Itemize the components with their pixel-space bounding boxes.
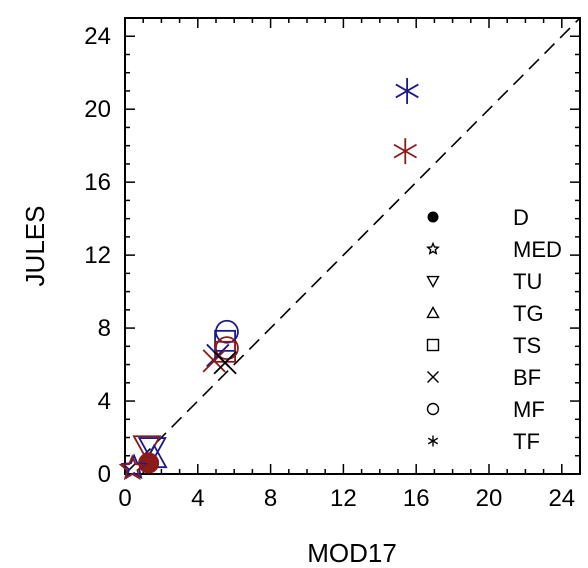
legend-label-mf: MF [513,397,545,422]
x-tick-label: 0 [118,485,131,512]
legend-marker-bf [427,371,439,383]
y-tick-label: 20 [84,96,111,123]
axis-ticks [124,17,581,475]
tick-labels: 0 4 8 12 16 20 24 0 4 8 12 16 20 24 [84,23,575,512]
x-axis-title: MOD17 [307,538,397,568]
y-tick-label: 16 [84,169,111,196]
data-point-x-red [202,349,226,373]
x-tick-label: 8 [264,485,277,512]
legend-label-ts: TS [513,333,541,358]
legend: D MED TU TG TS BF MF TF [426,205,562,454]
legend-marker-ts [426,338,440,352]
legend-label-bf: BF [513,365,541,390]
legend-marker-tg [426,306,440,319]
legend-marker-tu [426,275,440,288]
data-points [118,77,419,481]
legend-label-med: MED [513,237,562,262]
x-tick-label: 16 [403,485,430,512]
legend-marker-d [427,211,439,223]
x-tick-label: 24 [548,485,575,512]
data-point-asterisk-blue [395,77,419,104]
x-tick-label: 12 [330,485,357,512]
legend-label-tu: TU [513,269,542,294]
y-axis-title: JULES [20,206,50,287]
legend-label-d: D [513,205,529,230]
legend-label-tf: TF [513,429,540,454]
legend-label-tg: TG [513,301,544,326]
data-point-triangle-down-blue [137,437,167,464]
x-tick-label: 4 [191,485,204,512]
one-to-one-reference-line [124,17,581,475]
data-point-asterisk-red [393,138,417,165]
plot-frame [124,17,581,475]
x-tick-label: 20 [476,485,503,512]
legend-marker-med [426,241,440,255]
data-point-star-red [118,454,146,481]
y-tick-label: 4 [98,388,111,415]
y-tick-label: 0 [98,461,111,488]
legend-marker-tf [427,435,439,447]
data-point-x-black [213,351,237,375]
y-tick-label: 8 [98,315,111,342]
legend-marker-mf [426,402,440,416]
y-tick-label: 12 [84,242,111,269]
y-tick-label: 24 [84,23,111,50]
